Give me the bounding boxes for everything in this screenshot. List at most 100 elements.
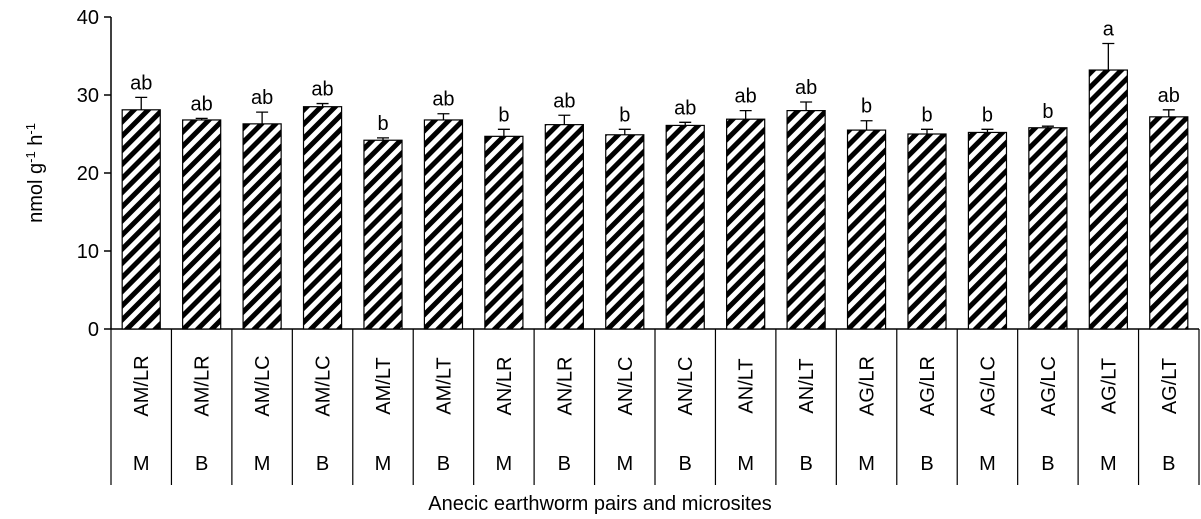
y-label-part: nmol g: [25, 163, 47, 223]
x-subcategory-label: M: [616, 453, 633, 475]
error-bar: [1102, 42, 1115, 71]
bar: [544, 124, 584, 330]
x-tick-label: AN/LC: [675, 357, 697, 416]
x-subcategory-label: B: [1041, 453, 1054, 475]
error-bar: [618, 128, 631, 135]
bar: [846, 129, 887, 330]
x-subcategory-label: M: [1100, 453, 1117, 475]
x-tick-label: AM/LT: [433, 357, 455, 414]
x-tick-label: AG/LC: [1038, 356, 1060, 416]
x-subcategory-label: M: [133, 453, 150, 475]
error-bar: [981, 128, 994, 133]
error-bar: [1041, 125, 1054, 128]
significance-letter: b: [619, 104, 630, 126]
bar: [302, 106, 343, 330]
bar: [121, 109, 161, 330]
x-tick-label: AG/LT: [1098, 358, 1120, 414]
bar: [967, 131, 1008, 330]
significance-letter: ab: [251, 87, 273, 109]
significance-letter: a: [1103, 19, 1115, 41]
y-tick-label: 40: [77, 7, 99, 29]
x-tick-label: AN/LT: [796, 358, 818, 413]
x-tick-label: AG/LR: [857, 356, 879, 416]
y-label-sup: -1: [23, 123, 38, 135]
significance-letter: ab: [191, 93, 213, 115]
y-axis-label: nmol g-1 h-1: [23, 123, 48, 223]
significance-letter: ab: [311, 79, 333, 101]
error-bar: [679, 121, 692, 126]
x-subcategory-label: M: [496, 453, 513, 475]
error-bar: [437, 113, 450, 120]
x-tick-label: AM/LC: [252, 355, 274, 416]
bar: [182, 119, 222, 330]
y-tick-label: 10: [77, 241, 99, 263]
x-subcategory-label: M: [737, 453, 754, 475]
bar: [786, 109, 826, 330]
x-tick-label: AN/LR: [494, 357, 516, 416]
x-subcategory-label: B: [195, 453, 208, 475]
significance-letter: ab: [130, 72, 152, 94]
significance-letter: b: [377, 113, 388, 135]
significance-letter: ab: [432, 89, 454, 111]
x-tick-label: AN/LR: [554, 357, 576, 416]
significance-letter: ab: [795, 77, 817, 99]
error-bar: [195, 117, 208, 120]
bar: [726, 118, 766, 330]
error-bar: [256, 111, 269, 124]
x-subcategory-label: M: [254, 453, 271, 475]
y-label-part: h: [25, 135, 47, 152]
x-tick-label: AG/LR: [917, 356, 939, 416]
bar: [1149, 116, 1189, 330]
significance-letter: b: [498, 104, 509, 126]
x-subcategory-label: B: [1162, 453, 1175, 475]
x-tick-label: AM/LT: [373, 357, 395, 414]
x-axis-label: Anecic earthworm pairs and microsites: [428, 493, 771, 515]
significance-letter: b: [1042, 101, 1053, 123]
error-bar: [316, 102, 329, 107]
bar: [605, 134, 645, 330]
bar: [907, 133, 947, 330]
x-tick-label: AG/LT: [1159, 358, 1181, 414]
bar: [484, 135, 524, 330]
x-subcategory-label: B: [437, 453, 450, 475]
x-subcategory-label: M: [858, 453, 875, 475]
significance-letter: b: [921, 104, 932, 126]
error-bar: [739, 109, 752, 120]
error-bar: [1162, 109, 1175, 117]
x-subcategory-label: B: [799, 453, 812, 475]
significance-letter: ab: [1158, 85, 1180, 107]
x-subcategory-label: M: [375, 453, 392, 475]
x-tick-label: AM/LC: [313, 355, 335, 416]
x-tick-label: AM/LR: [131, 355, 153, 416]
x-subcategory-label: B: [558, 453, 571, 475]
significance-letter: b: [982, 104, 993, 126]
error-bar: [921, 128, 933, 134]
x-subcategory-label: B: [679, 453, 692, 475]
significance-letter: b: [861, 96, 872, 118]
x-subcategory-label: B: [316, 453, 329, 475]
significance-letter: ab: [674, 97, 696, 119]
y-tick-label: 30: [77, 85, 99, 107]
x-subcategory-label: B: [920, 453, 933, 475]
y-tick-label: 0: [88, 319, 99, 341]
error-bar: [135, 96, 148, 110]
significance-letter: ab: [735, 86, 757, 108]
x-tick-label: AM/LR: [192, 355, 214, 416]
bar: [423, 119, 464, 330]
error-bar: [558, 114, 571, 125]
error-bar: [377, 137, 389, 141]
x-subcategory-label: M: [979, 453, 996, 475]
bar: [1088, 69, 1128, 330]
bar: [242, 123, 282, 330]
error-bar: [800, 101, 813, 111]
x-tick-label: AN/LT: [736, 358, 758, 413]
x-tick-label: AN/LC: [615, 357, 637, 416]
significance-letter: ab: [553, 90, 575, 112]
bar: [665, 124, 705, 330]
error-bar: [860, 120, 873, 131]
x-tick-label: AG/LC: [977, 356, 999, 416]
bar: [1028, 127, 1068, 330]
error-bar: [497, 128, 510, 137]
bar: [363, 139, 403, 330]
